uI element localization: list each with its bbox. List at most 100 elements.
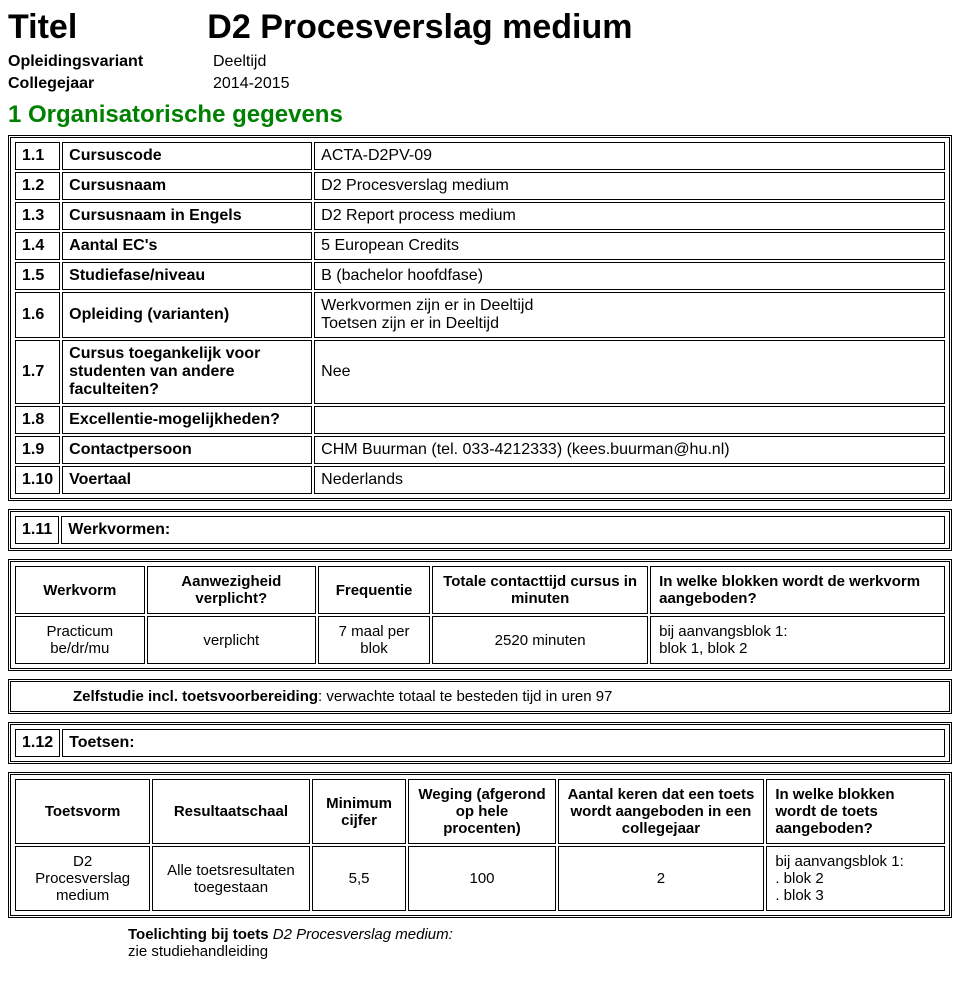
toelichting-title: D2 Procesverslag medium:	[269, 926, 453, 943]
info-num: 1.6	[15, 292, 60, 338]
info-row: 1.10VoertaalNederlands	[15, 466, 945, 494]
info-value: 5 European Credits	[314, 232, 945, 260]
werkvormen-table-wrap: Werkvorm Aanwezigheid verplicht? Frequen…	[8, 559, 952, 671]
toets-cell-weging: 100	[408, 846, 555, 911]
werk-cell-contacttijd: 2520 minuten	[432, 616, 648, 664]
info-value: D2 Report process medium	[314, 202, 945, 230]
werk-cell-frequentie: 7 maal per blok	[318, 616, 430, 664]
werkvormen-heading-row: 1.11 Werkvormen:	[15, 516, 945, 544]
werkvormen-header-row: Werkvorm Aanwezigheid verplicht? Frequen…	[15, 566, 945, 614]
werk-cell-aanwezigheid: verplicht	[147, 616, 316, 664]
info-value: Nederlands	[314, 466, 945, 494]
werk-cell-blokken: bij aanvangsblok 1: blok 1, blok 2	[650, 616, 945, 664]
info-label: Cursusnaam	[62, 172, 312, 200]
toets-cell-blokken: bij aanvangsblok 1: . blok 2 . blok 3	[766, 846, 945, 911]
info-table-wrap: 1.1CursuscodeACTA-D2PV-09 1.2CursusnaamD…	[8, 135, 952, 501]
werk-col-3: Totale contacttijd cursus in minuten	[432, 566, 648, 614]
werkvormen-label: Werkvormen:	[61, 516, 945, 544]
info-num: 1.3	[15, 202, 60, 230]
toelichting-body: zie studiehandleiding	[128, 943, 952, 960]
toetsen-num: 1.12	[15, 729, 60, 757]
info-row: 1.2CursusnaamD2 Procesverslag medium	[15, 172, 945, 200]
toetsen-data-row: D2 Procesverslag medium Alle toetsresult…	[15, 846, 945, 911]
zelfstudie-label: Zelfstudie incl. toetsvoorbereiding	[73, 688, 318, 705]
toets-col-2: Minimum cijfer	[312, 779, 407, 844]
info-label: Contactpersoon	[62, 436, 312, 464]
info-row: 1.6Opleiding (varianten)Werkvormen zijn …	[15, 292, 945, 338]
toets-cell-resultaatschaal: Alle toetsresultaten toegestaan	[152, 846, 309, 911]
toets-col-5: In welke blokken wordt de toets aangebod…	[766, 779, 945, 844]
info-num: 1.9	[15, 436, 60, 464]
meta-value-0: Deeltijd	[213, 53, 266, 71]
meta-label-0: Opleidingsvariant	[8, 53, 213, 71]
info-value: ACTA-D2PV-09	[314, 142, 945, 170]
toetsen-heading-wrap: 1.12 Toetsen:	[8, 722, 952, 764]
info-num: 1.1	[15, 142, 60, 170]
info-label: Cursus toegankelijk voor studenten van a…	[62, 340, 312, 404]
info-row: 1.7Cursus toegankelijk voor studenten va…	[15, 340, 945, 404]
info-num: 1.7	[15, 340, 60, 404]
title-label: Titel	[8, 8, 77, 47]
info-row: 1.3Cursusnaam in EngelsD2 Report process…	[15, 202, 945, 230]
toets-cell-toetsvorm: D2 Procesverslag medium	[15, 846, 150, 911]
info-value: B (bachelor hoofdfase)	[314, 262, 945, 290]
werkvormen-num: 1.11	[15, 516, 59, 544]
info-label: Cursusnaam in Engels	[62, 202, 312, 230]
toetsen-heading-row: 1.12 Toetsen:	[15, 729, 945, 757]
werk-col-4: In welke blokken wordt de werkvorm aange…	[650, 566, 945, 614]
info-value: D2 Procesverslag medium	[314, 172, 945, 200]
toelichting-line-1: Toelichting bij toets D2 Procesverslag m…	[128, 926, 952, 943]
werk-col-0: Werkvorm	[15, 566, 145, 614]
toets-col-4: Aantal keren dat een toets wordt aangebo…	[558, 779, 765, 844]
zelfstudie-wrap: Zelfstudie incl. toetsvoorbereiding: ver…	[8, 679, 952, 714]
title-value: D2 Procesverslag medium	[207, 8, 632, 47]
info-label: Excellentie-mogelijkheden?	[62, 406, 312, 434]
info-row: 1.1CursuscodeACTA-D2PV-09	[15, 142, 945, 170]
info-label: Studiefase/niveau	[62, 262, 312, 290]
toets-col-0: Toetsvorm	[15, 779, 150, 844]
toets-col-3: Weging (afgerond op hele procenten)	[408, 779, 555, 844]
werk-col-1: Aanwezigheid verplicht?	[147, 566, 316, 614]
info-value: CHM Buurman (tel. 033-4212333) (kees.buu…	[314, 436, 945, 464]
info-row: 1.9ContactpersoonCHM Buurman (tel. 033-4…	[15, 436, 945, 464]
info-value: Werkvormen zijn er in Deeltijd Toetsen z…	[314, 292, 945, 338]
meta-value-1: 2014-2015	[213, 75, 290, 93]
info-num: 1.2	[15, 172, 60, 200]
toelichting-block: Toelichting bij toets D2 Procesverslag m…	[8, 926, 952, 960]
info-row: 1.4Aantal EC's5 European Credits	[15, 232, 945, 260]
meta-label-1: Collegejaar	[8, 75, 213, 93]
toets-cell-minimum: 5,5	[312, 846, 407, 911]
info-label: Cursuscode	[62, 142, 312, 170]
werkvormen-table: Werkvorm Aanwezigheid verplicht? Frequen…	[13, 564, 947, 666]
toets-cell-keren: 2	[558, 846, 765, 911]
toetsen-table-wrap: Toetsvorm Resultaatschaal Minimum cijfer…	[8, 772, 952, 918]
info-label: Voertaal	[62, 466, 312, 494]
info-value: Nee	[314, 340, 945, 404]
info-num: 1.4	[15, 232, 60, 260]
page-title-row: Titel D2 Procesverslag medium	[8, 8, 952, 47]
toetsen-label: Toetsen:	[62, 729, 945, 757]
info-row: 1.5Studiefase/niveauB (bachelor hoofdfas…	[15, 262, 945, 290]
werkvormen-data-row: Practicum be/dr/mu verplicht 7 maal per …	[15, 616, 945, 664]
toetsen-header-row: Toetsvorm Resultaatschaal Minimum cijfer…	[15, 779, 945, 844]
toetsen-heading-table: 1.12 Toetsen:	[13, 727, 947, 759]
meta-row-1: Collegejaar 2014-2015	[8, 75, 952, 93]
zelfstudie-rest: : verwachte totaal te besteden tijd in u…	[318, 688, 612, 705]
toets-col-1: Resultaatschaal	[152, 779, 309, 844]
section-1-heading: 1 Organisatorische gegevens	[8, 101, 952, 129]
meta-row-0: Opleidingsvariant Deeltijd	[8, 53, 952, 71]
werkvormen-heading-wrap: 1.11 Werkvormen:	[8, 509, 952, 551]
werkvormen-heading-table: 1.11 Werkvormen:	[13, 514, 947, 546]
toelichting-label: Toelichting bij toets	[128, 926, 269, 943]
werk-cell-werkvorm: Practicum be/dr/mu	[15, 616, 145, 664]
info-label: Opleiding (varianten)	[62, 292, 312, 338]
info-table: 1.1CursuscodeACTA-D2PV-09 1.2CursusnaamD…	[13, 140, 947, 496]
info-num: 1.8	[15, 406, 60, 434]
werk-col-2: Frequentie	[318, 566, 430, 614]
zelfstudie-line: Zelfstudie incl. toetsvoorbereiding: ver…	[13, 684, 947, 709]
info-num: 1.10	[15, 466, 60, 494]
info-num: 1.5	[15, 262, 60, 290]
info-row: 1.8Excellentie-mogelijkheden?	[15, 406, 945, 434]
info-value	[314, 406, 945, 434]
info-label: Aantal EC's	[62, 232, 312, 260]
